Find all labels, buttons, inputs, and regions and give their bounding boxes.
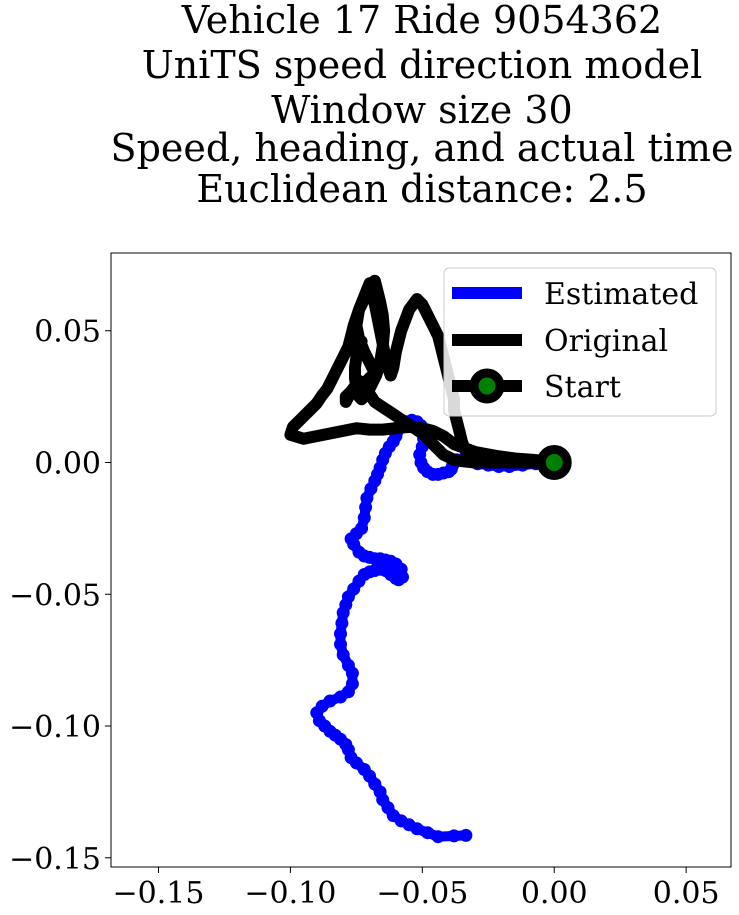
y-tick-label: −0.05 (9, 578, 101, 613)
title-line-2: UniTS speed direction model (142, 43, 702, 87)
x-tick-label: −0.10 (244, 876, 336, 911)
legend-label-original: Original (544, 324, 668, 359)
y-tick-label: 0.00 (34, 446, 101, 481)
axis-ticks: −0.15 −0.10 −0.05 0.00 0.05 0.05 0.00 −0.05 −0.1… (9, 315, 719, 911)
estimated-point (421, 826, 435, 840)
estimated-point (334, 637, 347, 651)
estimated-point (357, 511, 371, 525)
y-tick-label: −0.15 (9, 842, 101, 877)
plot-frame (110, 252, 732, 868)
x-tick-label: −0.05 (376, 876, 468, 911)
estimated-point (335, 616, 349, 630)
y-tick-label: 0.05 (34, 315, 101, 350)
legend: Estimated Original Start (443, 267, 717, 417)
legend-box (443, 267, 717, 417)
estimated-point (336, 648, 350, 662)
estimated-point (459, 828, 473, 842)
start-marker (536, 444, 572, 480)
legend-marker-start (469, 368, 505, 404)
title-line-5: Euclidean distance: 2.5 (196, 167, 647, 211)
x-tick-label: 0.00 (521, 876, 588, 911)
plot-area (284, 274, 572, 844)
chart-title: Vehicle 17 Ride 9054362 UniTS speed dire… (111, 0, 734, 211)
estimated-point (431, 830, 445, 844)
estimated-point (341, 658, 355, 672)
legend-label-estimated: Estimated (544, 277, 698, 312)
series-original-line (284, 274, 561, 469)
estimated-point (334, 627, 347, 641)
y-tick-label: −0.10 (9, 710, 101, 745)
title-line-4: Speed, heading, and actual time (111, 126, 734, 170)
estimated-point (447, 829, 461, 843)
legend-label-start: Start (544, 370, 621, 405)
title-line-1: Vehicle 17 Ride 9054362 (181, 0, 662, 42)
x-tick-label: −0.15 (113, 876, 205, 911)
estimated-point (345, 677, 359, 691)
estimated-point (323, 694, 337, 708)
estimated-point (355, 521, 369, 535)
series-estimated-line (311, 415, 560, 842)
title-line-3: Window size 30 (271, 88, 572, 132)
x-tick-label: 0.05 (653, 876, 720, 911)
